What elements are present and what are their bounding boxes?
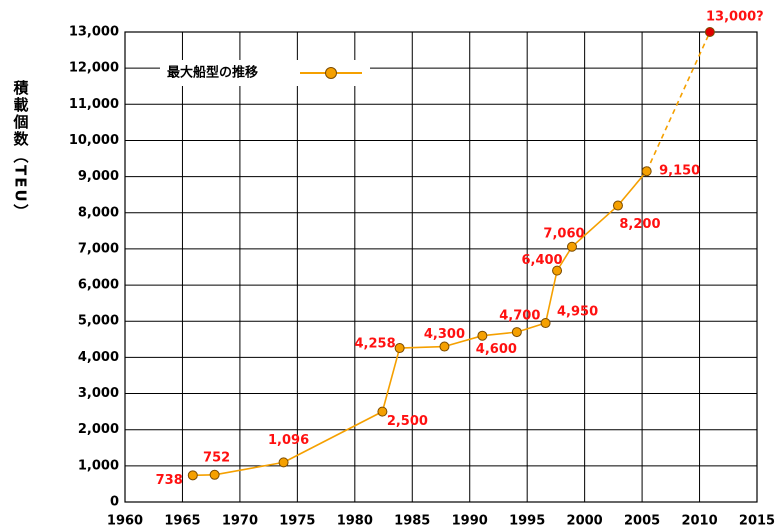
data-point bbox=[477, 330, 488, 341]
x-tick-label: 2015 bbox=[739, 514, 775, 529]
x-tick-label: 2010 bbox=[681, 514, 717, 529]
y-tick-label: 9,000 bbox=[78, 169, 119, 184]
line-segment bbox=[399, 345, 445, 349]
data-point bbox=[552, 265, 563, 276]
legend-marker bbox=[325, 67, 337, 79]
y-tick-label: 8,000 bbox=[78, 205, 119, 220]
data-label: 738 bbox=[156, 473, 183, 488]
data-point bbox=[704, 27, 715, 37]
line-segment bbox=[645, 31, 711, 172]
data-point bbox=[377, 406, 388, 417]
x-tick-label: 1995 bbox=[509, 514, 545, 529]
y-tick-label: 3,000 bbox=[78, 386, 119, 401]
x-tick-label: 2000 bbox=[567, 514, 603, 529]
y-tick-label: 11,000 bbox=[69, 97, 119, 112]
data-label: 2,500 bbox=[387, 414, 428, 429]
line-segment bbox=[381, 347, 401, 412]
x-tick-label: 1975 bbox=[279, 514, 315, 529]
line-segment bbox=[571, 204, 619, 248]
data-point bbox=[278, 457, 289, 468]
data-point bbox=[511, 327, 522, 338]
data-point bbox=[439, 341, 450, 352]
x-tick-label: 1970 bbox=[222, 514, 258, 529]
data-label: 752 bbox=[203, 450, 230, 465]
data-point bbox=[187, 470, 198, 481]
y-tick-label: 10,000 bbox=[69, 133, 119, 148]
data-point bbox=[566, 241, 577, 252]
y-tick-label: 0 bbox=[110, 495, 119, 510]
y-tick-label: 6,000 bbox=[78, 278, 119, 293]
data-label: 4,600 bbox=[476, 342, 517, 357]
data-label: 1,096 bbox=[268, 433, 309, 448]
data-label: 4,700 bbox=[499, 309, 540, 324]
data-point bbox=[540, 318, 551, 329]
data-point bbox=[209, 469, 220, 480]
y-tick-label: 7,000 bbox=[78, 241, 119, 256]
data-label: 13,000? bbox=[706, 10, 764, 25]
y-axis-label: 積載個数（TEU） bbox=[12, 79, 30, 220]
x-tick-label: 1965 bbox=[164, 514, 200, 529]
y-tick-label: 12,000 bbox=[69, 61, 119, 76]
data-label: 8,200 bbox=[619, 217, 660, 232]
y-tick-label: 1,000 bbox=[78, 458, 119, 473]
x-tick-label: 1960 bbox=[107, 514, 143, 529]
data-label: 4,950 bbox=[557, 305, 598, 320]
x-tick-label: 2005 bbox=[624, 514, 660, 529]
line-segment bbox=[214, 461, 284, 476]
line-segment bbox=[482, 331, 517, 337]
plot-frame bbox=[124, 31, 758, 503]
line-segment bbox=[544, 270, 558, 324]
data-label: 9,150 bbox=[659, 164, 700, 179]
data-label: 6,400 bbox=[521, 253, 562, 268]
y-tick-label: 13,000 bbox=[69, 25, 119, 40]
data-label: 4,300 bbox=[424, 327, 465, 342]
x-tick-label: 1985 bbox=[394, 514, 430, 529]
data-label: 7,060 bbox=[543, 226, 584, 241]
line-segment bbox=[617, 170, 648, 207]
y-tick-label: 5,000 bbox=[78, 314, 119, 329]
x-tick-label: 1980 bbox=[337, 514, 373, 529]
legend-label: 最大船型の推移 bbox=[167, 65, 258, 81]
data-point bbox=[641, 166, 652, 177]
line-segment bbox=[444, 334, 483, 348]
line-segment bbox=[516, 322, 546, 333]
y-tick-label: 4,000 bbox=[78, 350, 119, 365]
x-tick-label: 1990 bbox=[452, 514, 488, 529]
y-tick-label: 2,000 bbox=[78, 422, 119, 437]
line-segment bbox=[283, 410, 383, 464]
data-point bbox=[394, 343, 405, 354]
data-label: 4,258 bbox=[355, 337, 396, 352]
data-point bbox=[612, 200, 623, 211]
